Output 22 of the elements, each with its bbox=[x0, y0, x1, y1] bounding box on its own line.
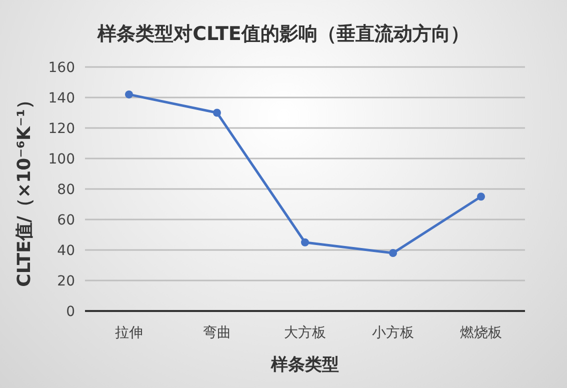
y-tick-label: 80 bbox=[57, 182, 75, 198]
x-tick-label: 大方板 bbox=[284, 325, 326, 341]
x-tick-label: 弯曲 bbox=[203, 325, 231, 341]
point bbox=[389, 249, 397, 258]
x-axis-title: 样条类型 bbox=[270, 355, 339, 375]
y-tick-label: 40 bbox=[57, 242, 75, 259]
x-tick-label: 燃烧板 bbox=[460, 325, 502, 341]
y-tick-label: 140 bbox=[48, 90, 75, 106]
x-tick-label: 拉伸 bbox=[115, 325, 143, 341]
point bbox=[213, 108, 221, 117]
point bbox=[125, 90, 133, 98]
y-tick-label: 60 bbox=[57, 212, 75, 228]
y-tick-label: 160 bbox=[48, 60, 75, 76]
x-tick-label: 小方板 bbox=[372, 325, 414, 341]
y-tick-label: 20 bbox=[57, 273, 75, 290]
y-tick-label: 100 bbox=[48, 151, 75, 168]
chart-title: 样条类型对CLTE值的影响（垂直流动方向） bbox=[96, 23, 470, 45]
point bbox=[301, 238, 309, 246]
y-tick-label: 120 bbox=[48, 120, 75, 137]
y-axis-title: CLTE值/（×10⁻⁶K⁻¹） bbox=[14, 91, 35, 287]
y-tick-label: 0 bbox=[66, 304, 75, 320]
point bbox=[477, 192, 485, 201]
